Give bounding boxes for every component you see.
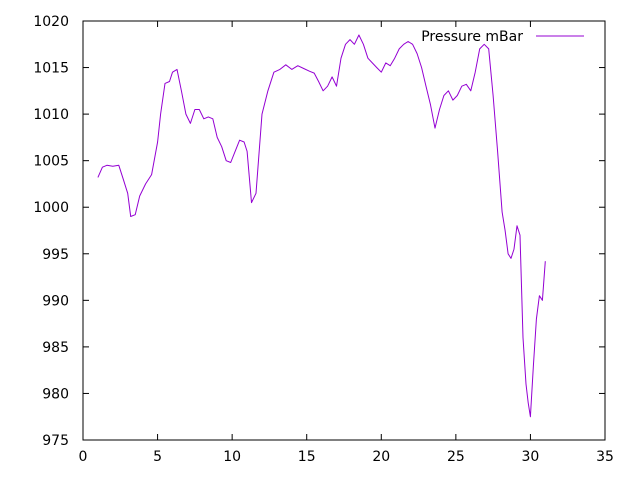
y-tick-label: 995: [42, 247, 69, 263]
legend-label: Pressure mBar: [421, 29, 523, 45]
y-tick-label: 990: [42, 293, 69, 309]
y-tick-label: 1020: [33, 14, 69, 30]
x-tick-label: 0: [79, 449, 88, 465]
x-tick-label: 5: [153, 449, 162, 465]
x-tick-label: 20: [372, 449, 390, 465]
y-tick-label: 1000: [33, 200, 69, 216]
y-tick-label: 980: [42, 386, 69, 402]
x-tick-label: 35: [596, 449, 614, 465]
axis-tick-labels: 0 5 10 15 20 25 30 3597598098599099510001005101…: [33, 14, 614, 465]
y-tick-label: 1015: [33, 61, 69, 77]
y-tick-label: 975: [42, 433, 69, 449]
x-tick-label: 10: [223, 449, 241, 465]
series-line: [97, 34, 546, 418]
y-tick-label: 985: [42, 340, 69, 356]
x-tick-label: 15: [298, 449, 316, 465]
x-tick-label: 30: [522, 449, 540, 465]
y-tick-label: 1005: [33, 154, 69, 170]
legend: Pressure mBar: [421, 29, 584, 45]
x-tick-label: 25: [447, 449, 465, 465]
plot-border: [82, 20, 606, 441]
series-layer: [97, 34, 546, 418]
y-tick-label: 1010: [33, 107, 69, 123]
